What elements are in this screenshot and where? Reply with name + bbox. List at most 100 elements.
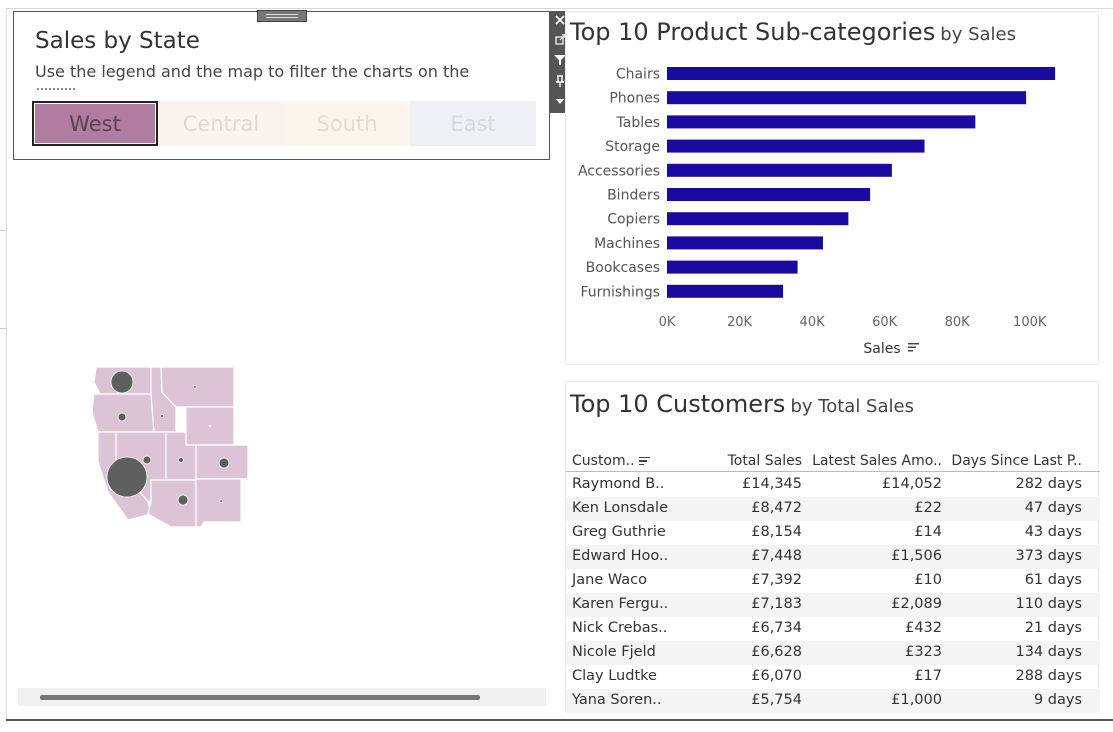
bar-copiers[interactable] <box>667 212 849 226</box>
total-sales-cell: £7,183 <box>751 596 802 612</box>
table-row[interactable]: Nick Crebas.. £6,734 £432 21 days <box>566 617 1100 641</box>
bar-binders[interactable] <box>667 188 871 201</box>
column-header-customer[interactable]: Custom.. <box>572 453 650 469</box>
oregon-sales-bubble[interactable] <box>117 412 127 422</box>
column-header-days-since[interactable]: Days Since Last P.. <box>951 453 1082 469</box>
subcategory-bar-chart[interactable]: Chairs Phones Tables Storage Accessories Bind… <box>566 12 1100 366</box>
customer-name-cell: Nicole Fjeld <box>572 644 656 660</box>
days-since-cell: 110 days <box>1015 596 1082 612</box>
montana-sales-bubble[interactable] <box>193 385 197 389</box>
category-label-binders: Binders <box>607 188 660 204</box>
customer-name-cell: Greg Guthrie <box>572 524 666 540</box>
sort-icon[interactable] <box>908 346 916 349</box>
column-header-latest-sales[interactable]: Latest Sales Amo.. <box>812 453 942 469</box>
latest-sales-cell: £1,506 <box>891 548 942 564</box>
map-horizontal-scrollbar[interactable] <box>18 688 546 706</box>
days-since-cell: 61 days <box>1024 572 1082 588</box>
bar-machines[interactable] <box>667 236 823 250</box>
days-since-cell: 282 days <box>1015 476 1082 492</box>
bar-storage[interactable] <box>667 139 925 153</box>
x-tick-label: 0K <box>659 315 676 330</box>
category-label-machines: Machines <box>594 236 660 252</box>
total-sales-cell: £14,345 <box>742 476 802 492</box>
bar-bookcases[interactable] <box>667 260 798 274</box>
table-row[interactable]: Greg Guthrie £8,154 £14 43 days <box>566 521 1100 545</box>
sort-icon[interactable] <box>908 343 919 345</box>
region-legend-card[interactable]: Sales by State Use the legend and the ma… <box>13 10 550 160</box>
nevada-sales-bubble[interactable] <box>142 455 152 465</box>
wyoming-sales-bubble[interactable] <box>208 424 212 428</box>
table-row[interactable]: Edward Hoo.. £7,448 £1,506 373 days <box>566 545 1100 569</box>
latest-sales-cell: £17 <box>914 668 942 684</box>
top-customers-panel[interactable]: Top 10 Customers by Total Sales Custom..… <box>565 381 1100 713</box>
region-central-button[interactable]: Central <box>158 101 284 146</box>
column-header-total-sales[interactable]: Total Sales <box>727 453 802 469</box>
drag-handle[interactable] <box>257 10 307 22</box>
new-mexico-sales-bubble[interactable] <box>219 499 223 503</box>
dashboard-bottom-border <box>6 719 1113 721</box>
legend-title: Sales by State <box>35 28 200 54</box>
customer-name-cell: Ken Lonsdale <box>572 500 668 516</box>
scrollbar-thumb[interactable] <box>40 695 480 700</box>
close-icon[interactable] <box>550 11 570 29</box>
table-header-row: Custom.. Total Sales Latest Sales Amo.. … <box>566 452 1100 472</box>
table-row[interactable]: Karen Fergu.. £7,183 £2,089 110 days <box>566 593 1100 617</box>
region-east-button[interactable]: East <box>410 101 536 146</box>
bar-chart-title-suffix: by Sales <box>940 24 1017 45</box>
total-sales-cell: £7,392 <box>751 572 802 588</box>
region-south-button[interactable]: South <box>284 101 410 146</box>
bar-accessories[interactable] <box>667 163 892 177</box>
total-sales-cell: £8,472 <box>751 500 802 516</box>
state-montana[interactable] <box>160 366 235 408</box>
region-filter-row[interactable]: West Central South East <box>32 101 536 146</box>
latest-sales-cell: £2,089 <box>891 596 942 612</box>
bar-tables[interactable] <box>667 115 976 129</box>
days-since-cell: 21 days <box>1024 620 1082 636</box>
category-label-accessories: Accessories <box>578 163 660 179</box>
x-tick-label: 40K <box>800 315 826 330</box>
bar-furnishings[interactable] <box>667 284 784 298</box>
filter-icon[interactable] <box>550 51 570 69</box>
bar-phones[interactable] <box>667 91 1027 105</box>
washington-sales-bubble[interactable] <box>110 370 134 394</box>
days-since-cell: 9 days <box>1033 692 1082 708</box>
latest-sales-cell: £14,052 <box>882 476 942 492</box>
category-label-chairs: Chairs <box>616 67 660 83</box>
bar-chart-title-main: Top 10 Product Sub-categories <box>570 18 936 46</box>
california-sales-bubble[interactable] <box>106 456 148 498</box>
bar-chairs[interactable] <box>667 67 1056 80</box>
colorado-sales-bubble[interactable] <box>218 457 230 469</box>
legend-subtitle-overflow <box>35 86 115 92</box>
table-title: Top 10 Customers by Total Sales <box>570 390 914 418</box>
table-row[interactable]: Nicole Fjeld £6,628 £323 134 days <box>566 641 1100 665</box>
table-body: Raymond B.. £14,345 £14,052 282 days Ken Lon… <box>566 473 1100 713</box>
days-since-cell: 43 days <box>1024 524 1082 540</box>
table-row[interactable]: Jane Waco £7,392 £10 61 days <box>566 569 1100 593</box>
popout-icon[interactable] <box>550 30 570 48</box>
bar-chart-title: Top 10 Product Sub-categories by Sales <box>570 18 1016 46</box>
latest-sales-cell: £1,000 <box>891 692 942 708</box>
subcategory-sales-panel[interactable]: Top 10 Product Sub-categories by Sales C… <box>565 11 1099 365</box>
table-row[interactable]: Clay Ludtke £6,070 £17 288 days <box>566 665 1100 689</box>
more-options-icon[interactable] <box>550 93 570 111</box>
dashboard-left-border <box>6 8 7 720</box>
x-axis-label: Sales <box>863 341 900 357</box>
category-label-storage: Storage <box>605 139 660 155</box>
west-region-map[interactable] <box>76 352 256 532</box>
state-arizona[interactable] <box>147 479 197 528</box>
sort-icon[interactable] <box>638 456 650 466</box>
table-row[interactable]: Raymond B.. £14,345 £14,052 282 days <box>566 473 1100 497</box>
sort-icon[interactable] <box>908 350 913 352</box>
table-row[interactable]: Yana Soren.. £5,754 £1,000 9 days <box>566 689 1100 713</box>
idaho-sales-bubble[interactable] <box>160 414 165 419</box>
pin-icon[interactable] <box>550 72 570 90</box>
x-tick-label: 60K <box>872 315 898 330</box>
state-new-mexico[interactable] <box>195 478 242 528</box>
utah-sales-bubble[interactable] <box>178 457 184 463</box>
table-row[interactable]: Ken Lonsdale £8,472 £22 47 days <box>566 497 1100 521</box>
region-west-button[interactable]: West <box>32 101 158 146</box>
category-label-phones: Phones <box>609 91 660 107</box>
arizona-sales-bubble[interactable] <box>177 494 189 506</box>
latest-sales-cell: £14 <box>914 524 942 540</box>
latest-sales-cell: £323 <box>905 644 942 660</box>
